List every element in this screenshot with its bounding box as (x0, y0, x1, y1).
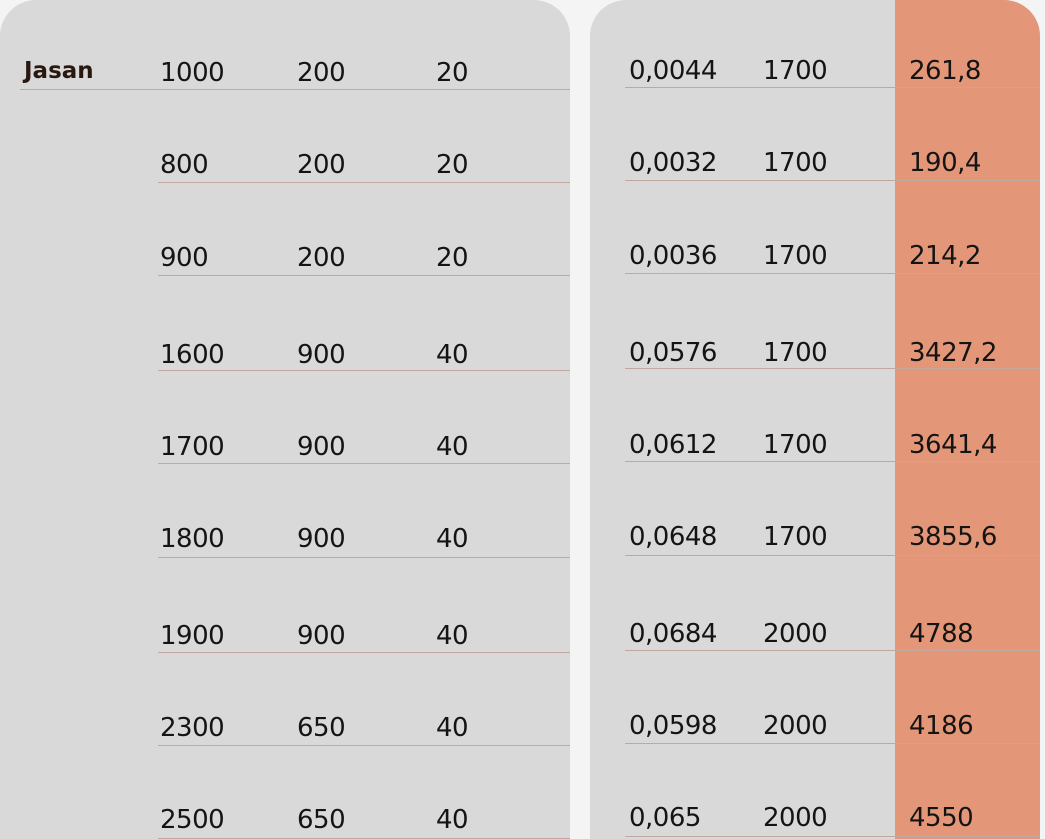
left-cell: 20 (436, 150, 469, 180)
right-cell: 0,0612 (629, 430, 717, 460)
right-table-panel (590, 0, 1040, 839)
left-cell: 40 (436, 805, 469, 835)
right-cell: 1700 (763, 241, 828, 271)
left-cell: 200 (297, 150, 346, 180)
right-row-rule (625, 87, 1040, 88)
right-row-rule (625, 273, 1040, 274)
left-cell: 1000 (160, 58, 225, 88)
right-cell: 0,0036 (629, 241, 717, 271)
left-cell: 20 (436, 58, 469, 88)
left-cell: 1600 (160, 340, 225, 370)
right-cell: 0,0648 (629, 522, 717, 552)
right-cell: 2000 (763, 711, 828, 741)
row-label-rule (20, 89, 158, 90)
left-row-rule (158, 182, 570, 183)
result-column-highlight (895, 0, 1040, 839)
left-cell: 200 (297, 243, 346, 273)
result-cell: 4788 (909, 619, 974, 649)
left-cell: 900 (297, 524, 346, 554)
result-cell: 190,4 (909, 148, 981, 178)
left-row-rule (158, 463, 570, 464)
result-cell: 4550 (909, 803, 974, 833)
right-cell: 0,065 (629, 803, 701, 833)
left-row-rule (158, 652, 570, 653)
left-cell: 40 (436, 713, 469, 743)
right-cell: 1700 (763, 522, 828, 552)
right-cell: 0,0598 (629, 711, 717, 741)
result-cell: 3855,6 (909, 522, 997, 552)
left-cell: 900 (297, 340, 346, 370)
right-row-rule (625, 743, 1040, 744)
result-cell: 3641,4 (909, 430, 997, 460)
left-cell: 40 (436, 432, 469, 462)
right-row-rule (625, 461, 1040, 462)
right-row-rule (625, 836, 1040, 837)
result-cell: 4186 (909, 711, 974, 741)
left-cell: 200 (297, 58, 346, 88)
result-cell: 214,2 (909, 241, 981, 271)
left-cell: 40 (436, 621, 469, 651)
left-cell: 900 (160, 243, 209, 273)
right-row-rule (625, 368, 1040, 369)
right-cell: 1700 (763, 430, 828, 460)
left-cell: 800 (160, 150, 209, 180)
right-row-rule (625, 555, 1040, 556)
right-cell: 1700 (763, 338, 828, 368)
left-cell: 1800 (160, 524, 225, 554)
right-cell: 1700 (763, 148, 828, 178)
left-cell: 20 (436, 243, 469, 273)
left-row-rule (158, 89, 570, 90)
left-row-rule (158, 557, 570, 558)
left-cell: 2500 (160, 805, 225, 835)
left-cell: 40 (436, 524, 469, 554)
row-label: Jasan (24, 58, 94, 84)
right-row-rule (625, 650, 1040, 651)
result-cell: 261,8 (909, 56, 981, 86)
left-cell: 1900 (160, 621, 225, 651)
right-row-rule (625, 180, 1040, 181)
right-cell: 1700 (763, 56, 828, 86)
right-cell: 2000 (763, 619, 828, 649)
left-cell: 900 (297, 621, 346, 651)
right-cell: 0,0032 (629, 148, 717, 178)
left-table-panel (0, 0, 570, 839)
result-cell: 3427,2 (909, 338, 997, 368)
left-cell: 650 (297, 805, 346, 835)
right-cell: 2000 (763, 803, 828, 833)
right-cell: 0,0684 (629, 619, 717, 649)
left-row-rule (158, 370, 570, 371)
left-cell: 650 (297, 713, 346, 743)
left-cell: 40 (436, 340, 469, 370)
left-cell: 1700 (160, 432, 225, 462)
right-cell: 0,0576 (629, 338, 717, 368)
left-row-rule (158, 275, 570, 276)
right-cell: 0,0044 (629, 56, 717, 86)
left-cell: 900 (297, 432, 346, 462)
left-cell: 2300 (160, 713, 225, 743)
left-row-rule (158, 745, 570, 746)
